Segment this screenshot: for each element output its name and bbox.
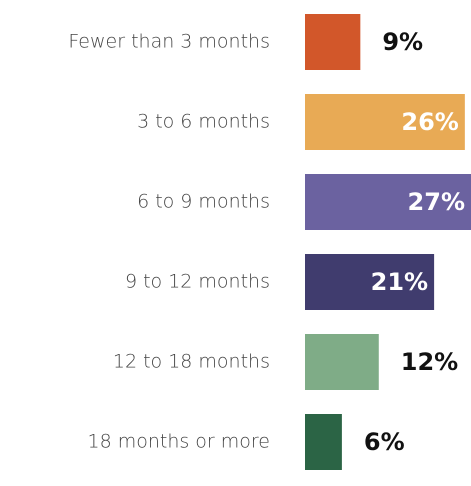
bar <box>305 14 361 70</box>
category-label: 6 to 9 months <box>137 191 270 213</box>
value-label: 27% <box>408 188 465 216</box>
category-label: 9 to 12 months <box>125 271 270 293</box>
value-label: 26% <box>401 108 458 136</box>
bar <box>305 94 465 150</box>
category-label: Fewer than 3 months <box>68 31 270 53</box>
category-label: 3 to 6 months <box>137 111 270 133</box>
category-label: 18 months or more <box>87 431 270 453</box>
value-label: 9% <box>382 28 423 56</box>
bar <box>305 414 342 470</box>
value-label: 12% <box>401 348 458 376</box>
bar <box>305 334 379 390</box>
bar <box>305 174 471 230</box>
bar <box>305 254 435 310</box>
value-label: 21% <box>371 268 428 296</box>
value-label: 6% <box>364 428 405 456</box>
category-label: 12 to 18 months <box>113 351 270 373</box>
